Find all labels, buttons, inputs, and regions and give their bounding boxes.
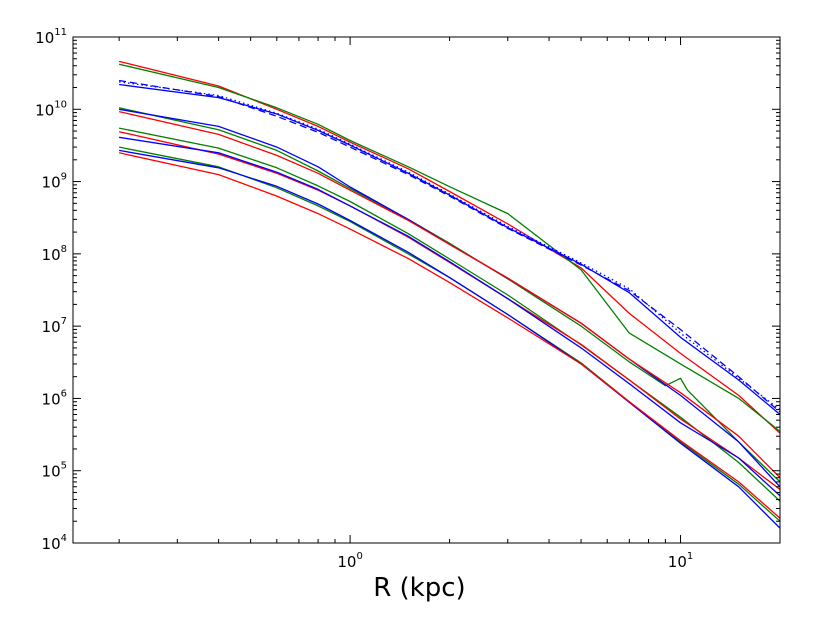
x-tick-label: 100 <box>337 551 362 571</box>
series-line-top-blue-dashed <box>118 79 780 413</box>
y-tick-label: 104 <box>42 533 67 553</box>
y-tick-label: 1010 <box>35 99 67 119</box>
tick-layer: 104 105 106 107 108 109 1010 1011 100 101 <box>35 27 780 571</box>
series-line-mid1-green <box>118 107 780 483</box>
series-line-low-blue <box>118 149 780 529</box>
series-line-mid2-blue <box>118 136 780 497</box>
series-line-mid2-red <box>118 131 780 491</box>
y-tick-label: 109 <box>42 172 67 192</box>
y-tick-label: 1011 <box>35 27 67 47</box>
y-tick-label: 107 <box>42 316 67 336</box>
series-line-mid2-green <box>118 127 780 502</box>
y-tick-label: 105 <box>42 461 67 481</box>
y-tick-label: 108 <box>42 244 67 264</box>
plot-frame <box>72 36 781 544</box>
series-line-top-green <box>118 63 780 432</box>
series-line-top-red <box>118 60 780 434</box>
series-line-top-blue-solid <box>119 83 780 415</box>
series-layer <box>118 60 780 529</box>
y-tick-label: 106 <box>42 388 67 408</box>
x-axis-title: R (kpc) <box>373 573 465 603</box>
series-line-mid1-red <box>118 110 780 479</box>
series-line-low-red <box>118 152 780 519</box>
series-line-top-blue-dotted <box>119 81 780 411</box>
x-tick-label: 101 <box>668 551 693 571</box>
